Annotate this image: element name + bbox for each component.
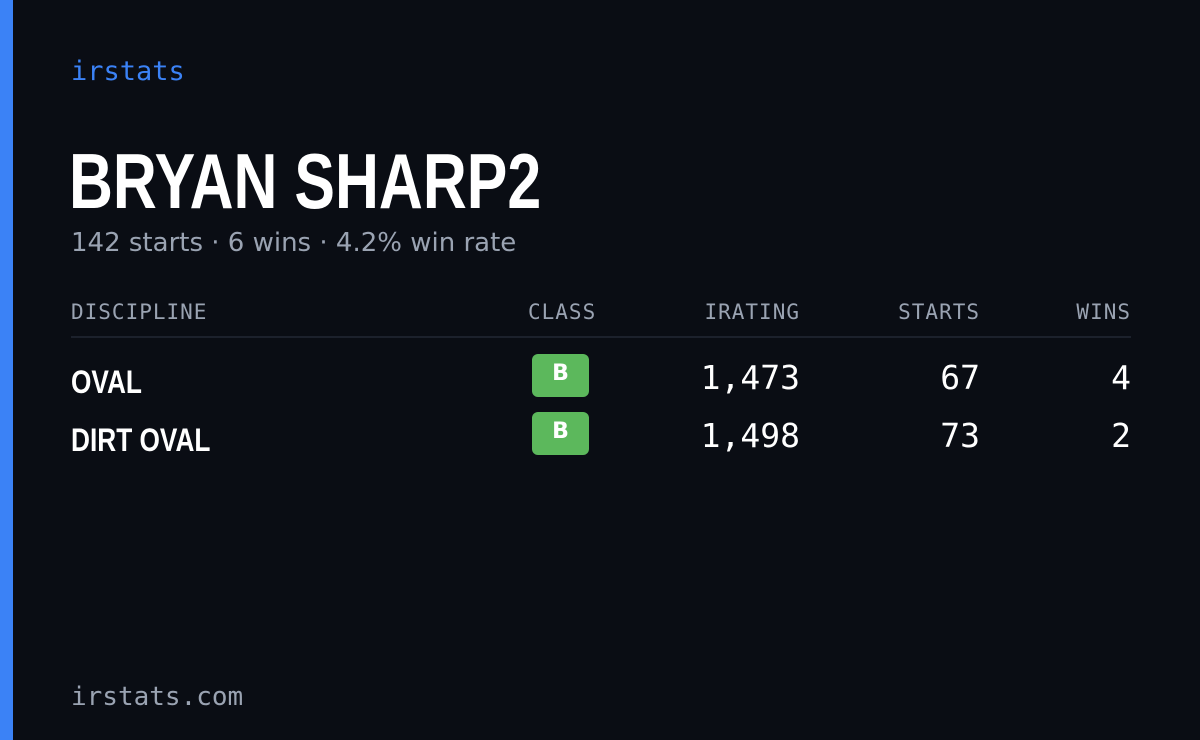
driver-name: BRYAN SHARP2: [69, 137, 542, 225]
header-cell: CLASS: [528, 300, 597, 324]
header-cell: DISCIPLINE: [71, 300, 208, 324]
table-row: DIRT OVAL B 1,498 73 2: [71, 396, 1131, 458]
starts: 67: [940, 358, 980, 397]
wins: 4: [1111, 358, 1131, 397]
table: DISCIPLINE CLASS IRATING STARTS WINS OVA…: [71, 298, 1131, 458]
irating: 1,498: [700, 416, 800, 455]
summary: 142 starts · 6 wins · 4.2% win rate: [71, 228, 517, 258]
table-header: DISCIPLINE CLASS IRATING STARTS WINS: [71, 298, 1131, 338]
header-cell: WINS: [1076, 300, 1131, 324]
table-row: OVAL B 1,473 67 4: [71, 338, 1131, 400]
irating: 1,473: [700, 358, 800, 397]
class-badge: B: [532, 354, 589, 397]
class-badge: B: [532, 412, 589, 455]
starts: 73: [940, 416, 980, 455]
header-cell: STARTS: [898, 300, 980, 324]
discipline: OVAL: [71, 364, 142, 400]
header-cell: IRATING: [704, 300, 800, 324]
footer: irstats.com: [71, 682, 244, 712]
wins: 2: [1111, 416, 1131, 455]
discipline: DIRT OVAL: [71, 422, 211, 458]
brand: irstats: [71, 56, 185, 87]
accent-bar: [0, 0, 13, 740]
